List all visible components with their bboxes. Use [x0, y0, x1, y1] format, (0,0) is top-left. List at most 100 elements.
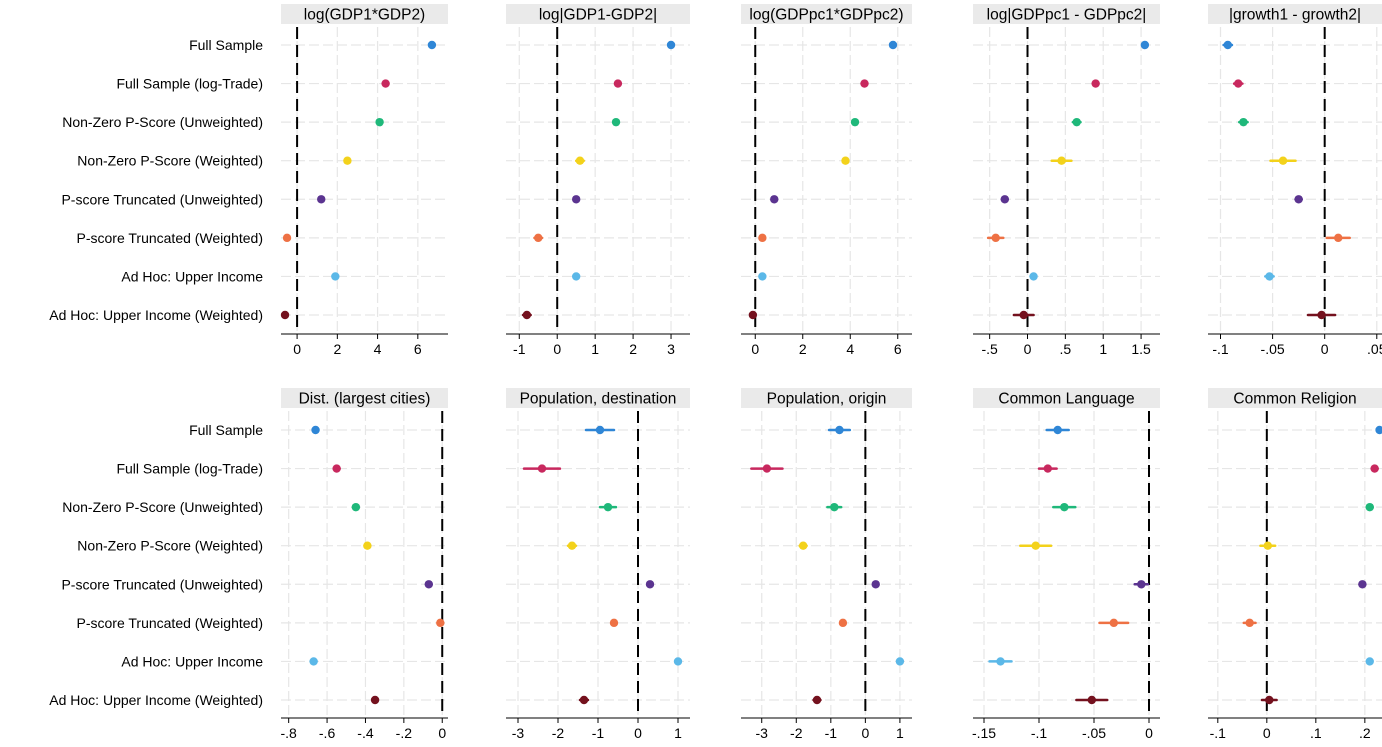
panel-title: log|GDP1-GDP2| [539, 7, 657, 24]
x-tick-label: 0 [634, 725, 642, 741]
x-tick-label: 0 [1145, 725, 1153, 741]
x-tick-label: -.05 [1082, 725, 1106, 741]
x-tick-label: 0 [1024, 341, 1032, 357]
row-label-non-zero-p-score-unweighted: Non-Zero P-Score (Unweighted) [62, 499, 263, 515]
panel-title: Population, origin [767, 391, 887, 408]
row-label-non-zero-p-score-unweighted: Non-Zero P-Score (Unweighted) [62, 114, 263, 130]
panel-title-bar [741, 4, 912, 24]
point-non-zero-p-score-unweighted [830, 502, 839, 512]
point-ad-hoc-upper-income-weighted [1317, 310, 1326, 320]
x-tick-label: 0 [861, 725, 869, 741]
panel-title-bar [973, 388, 1160, 408]
point-ad-hoc-upper-income-weighted [1019, 310, 1028, 320]
x-tick-label: 1.5 [1131, 341, 1151, 357]
point-full-sample-log-trade [613, 79, 623, 88]
x-tick-label: -.1 [1212, 341, 1229, 357]
row-label-p-score-truncated-weighted: P-score Truncated (Weighted) [77, 230, 264, 246]
panel-title-bar [741, 388, 912, 408]
panel-log-gdppc1-gdppc2: log(GDPpc1*GDPpc2) 0 2 4 6 [741, 4, 912, 357]
point-non-zero-p-score-weighted [343, 156, 352, 165]
row-label-ad-hoc-upper-income: Ad Hoc: Upper Income [121, 268, 263, 284]
panel-log-gdp1-gdp2: log(GDP1*GDP2) 0 2 4 6 [280, 4, 448, 357]
row-label-p-score-truncated-unweighted: P-score Truncated (Unweighted) [61, 576, 263, 592]
x-tick-label: 0 [553, 341, 561, 357]
row-label-non-zero-p-score-weighted: Non-Zero P-Score (Weighted) [77, 538, 263, 554]
row-labels-2: Full Sample Full Sample (log-Trade) Non-Ze… [49, 422, 263, 708]
point-p-score-truncated-weighted [991, 233, 1000, 243]
x-tick-label: 2 [799, 341, 807, 357]
x-tick-label: 0 [1263, 725, 1271, 741]
point-non-zero-p-score-unweighted [850, 117, 860, 127]
x-tick-label: -2 [790, 725, 803, 741]
x-tick-label: .05 [1367, 341, 1382, 357]
point-full-sample [835, 425, 844, 435]
x-tick-label: -.1 [1031, 725, 1048, 741]
panel-title: log(GDP1*GDP2) [304, 7, 425, 24]
point-non-zero-p-score-weighted [1057, 156, 1066, 165]
x-tick-label: 1 [591, 341, 599, 357]
point-non-zero-p-score-unweighted [1365, 502, 1374, 512]
point-p-score-truncated-weighted [1109, 618, 1119, 628]
point-p-score-truncated-unweighted [1000, 195, 1009, 204]
point-full-sample [1375, 425, 1382, 435]
row-label-p-score-truncated-unweighted: P-score Truncated (Unweighted) [61, 191, 263, 207]
point-full-sample [427, 40, 437, 50]
point-non-zero-p-score-weighted [798, 541, 808, 550]
x-tick-label: .5 [1060, 341, 1072, 357]
x-tick-label: 6 [894, 341, 902, 357]
x-tick-label: 1 [674, 725, 682, 741]
x-tick-label: -2 [552, 725, 565, 741]
x-tick-label: .1 [1310, 725, 1322, 741]
x-tick-label: -.8 [281, 725, 298, 741]
x-tick-label: -3 [512, 725, 525, 741]
point-ad-hoc-upper-income [1265, 272, 1274, 281]
point-p-score-truncated-weighted [758, 233, 767, 243]
point-full-sample-log-trade [1043, 464, 1053, 473]
x-tick-label: -1 [825, 725, 838, 741]
panel-population-origin: Population, origin -3 -2 -1 0 1 [741, 388, 912, 741]
row-label-ad-hoc-upper-income-weighted: Ad Hoc: Upper Income (Weighted) [49, 307, 263, 323]
row-label-non-zero-p-score-weighted: Non-Zero P-Score (Weighted) [77, 153, 263, 169]
point-non-zero-p-score-unweighted [351, 502, 361, 512]
panel-common-language: Common Language -.15 -.1 -.05 0 [972, 388, 1160, 741]
point-non-zero-p-score-weighted [1031, 541, 1040, 550]
panel-title-bar [506, 388, 690, 408]
point-full-sample [666, 40, 676, 50]
panel-title-bar [281, 388, 448, 408]
point-ad-hoc-upper-income-weighted [280, 310, 290, 320]
point-ad-hoc-upper-income-weighted [522, 310, 532, 320]
point-non-zero-p-score-unweighted [611, 117, 621, 127]
x-tick-label: -.15 [972, 725, 996, 741]
x-tick-label: -.1 [1210, 725, 1227, 741]
point-full-sample-log-trade [381, 79, 390, 88]
x-tick-label: -.2 [396, 725, 413, 741]
point-p-score-truncated-weighted [534, 233, 543, 243]
point-full-sample [1223, 40, 1232, 50]
row-label-full-sample: Full Sample [189, 422, 263, 438]
x-tick-label: 6 [414, 341, 422, 357]
row-label-ad-hoc-upper-income-weighted: Ad Hoc: Upper Income (Weighted) [49, 692, 263, 708]
x-tick-label: -1 [513, 341, 526, 357]
row-labels-1: Full Sample Full Sample (log-Trade) Non-Ze… [49, 37, 263, 323]
point-p-score-truncated-unweighted [770, 195, 779, 204]
panel-title: Dist. (largest cities) [299, 391, 431, 408]
point-p-score-truncated-weighted [838, 618, 848, 628]
point-non-zero-p-score-unweighted [603, 502, 613, 512]
panel-title: log|GDPpc1 - GDPpc2| [987, 7, 1147, 24]
point-ad-hoc-upper-income [309, 657, 318, 666]
x-tick-label: -3 [756, 725, 769, 741]
point-ad-hoc-upper-income-weighted [579, 695, 589, 705]
point-full-sample-log-trade [860, 79, 869, 88]
point-ad-hoc-upper-income [758, 272, 767, 281]
point-non-zero-p-score-weighted [1278, 156, 1288, 165]
x-tick-label: 0 [751, 341, 759, 357]
x-tick-label: -.05 [1261, 341, 1285, 357]
x-tick-label: 0 [293, 341, 301, 357]
point-ad-hoc-upper-income [571, 272, 581, 281]
panel-title-bar [1208, 4, 1382, 24]
point-p-score-truncated-weighted [609, 618, 619, 628]
point-non-zero-p-score-unweighted [1060, 502, 1069, 512]
panel-title-bar [506, 4, 690, 24]
row-label-full-sample: Full Sample [189, 37, 263, 53]
x-tick-label: -.4 [357, 725, 374, 741]
